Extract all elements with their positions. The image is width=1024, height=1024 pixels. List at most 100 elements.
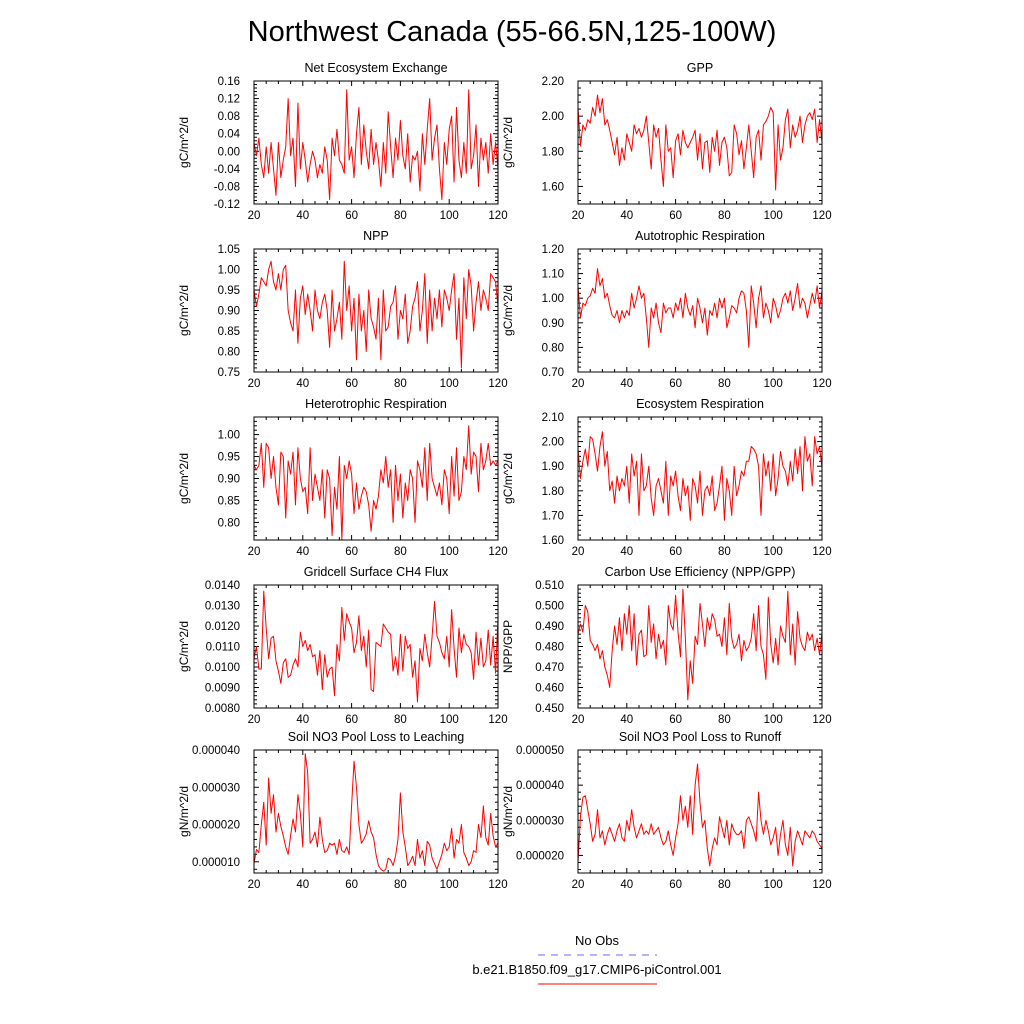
y-tick-label: 0.95 — [218, 285, 240, 297]
panel-title: Ecosystem Respiration — [636, 397, 764, 411]
y-tick-label: 1.00 — [218, 430, 240, 442]
x-tick-label: 100 — [764, 210, 783, 222]
x-tick-label: 80 — [394, 210, 407, 222]
y-tick-label: 0.16 — [218, 76, 240, 88]
y-tick-label: 0.0110 — [206, 642, 240, 654]
y-tick-label: 0.70 — [542, 367, 564, 379]
panel-2: GPP gC/m^2/d 20 40 60 80 100 120 1.60 1.80 2.00 2.2… — [501, 61, 832, 222]
x-tick-label: 40 — [620, 378, 633, 390]
x-tick-label: 120 — [488, 546, 507, 558]
legend: No Obs b.e21.B1850.f09_g17.CMIP6-piContr… — [472, 933, 722, 985]
panel-1: Net Ecosystem Exchange gC/m^2/d 20 40 60 80 10… — [177, 61, 508, 222]
x-tick-label: 80 — [718, 714, 731, 726]
y-tick-label: 1.70 — [542, 510, 564, 522]
x-tick-label: 20 — [248, 378, 261, 390]
x-tick-label: 80 — [394, 714, 407, 726]
y-tick-label: 0.95 — [218, 452, 240, 464]
y-tick-label: 0.0090 — [205, 683, 240, 695]
series-line — [577, 94, 823, 191]
x-tick-label: 20 — [248, 546, 261, 558]
x-tick-label: 120 — [812, 879, 831, 891]
y-axis-label: gC/m^2/d — [501, 453, 515, 504]
y-tick-label: 2.10 — [542, 412, 564, 424]
x-tick-label: 60 — [345, 378, 358, 390]
x-tick-label: 20 — [248, 879, 261, 891]
x-tick-label: 80 — [718, 210, 731, 222]
panel-10: Soil NO3 Pool Loss to Runoff gN/m^2/d 20 40… — [501, 730, 832, 891]
panel-4: Autotrophic Respiration gC/m^2/d 20 40 60 80 1… — [501, 229, 832, 390]
y-tick-label: 2.20 — [542, 76, 564, 88]
y-tick-label: 0.450 — [535, 703, 564, 715]
legend-obs-label: No Obs — [575, 933, 620, 948]
y-tick-label: 0.90 — [218, 474, 240, 486]
series-line — [253, 753, 499, 872]
series-line — [577, 588, 823, 701]
panel-7: Gridcell Surface CH4 Flux gC/m^2/d 20 40 60 8… — [177, 565, 508, 726]
y-tick-label: 0.04 — [218, 129, 241, 141]
series-line — [577, 763, 823, 867]
plot-frame — [577, 584, 823, 709]
x-tick-label: 80 — [718, 879, 731, 891]
x-tick-label: 60 — [669, 714, 682, 726]
x-tick-label: 80 — [718, 546, 731, 558]
panels-group: Net Ecosystem Exchange gC/m^2/d 20 40 60 80 10… — [177, 61, 832, 891]
plot-frame — [253, 248, 499, 373]
plot-frame — [253, 416, 499, 541]
plot-frame — [253, 749, 499, 874]
y-axis-label: gC/m^2/d — [501, 117, 515, 168]
x-tick-label: 100 — [440, 714, 459, 726]
y-axis-label: gC/m^2/d — [177, 621, 191, 672]
x-tick-label: 120 — [812, 378, 831, 390]
panel-6: Ecosystem Respiration gC/m^2/d 20 40 60 80 100… — [501, 397, 832, 558]
y-tick-label: 0.000010 — [192, 857, 240, 869]
panel-9: Soil NO3 Pool Loss to Leaching gN/m^2/d 20… — [177, 730, 508, 891]
y-tick-label: 0.0130 — [205, 601, 240, 613]
panel-title: Net Ecosystem Exchange — [304, 61, 447, 75]
y-tick-label: 0.80 — [542, 342, 564, 354]
y-tick-label: 1.00 — [218, 265, 240, 277]
panel-title: Carbon Use Efficiency (NPP/GPP) — [605, 565, 796, 579]
x-tick-label: 40 — [296, 879, 309, 891]
x-tick-label: 20 — [572, 378, 585, 390]
y-tick-label: 1.90 — [542, 461, 564, 473]
y-tick-label: -0.12 — [214, 199, 240, 211]
y-axis-label: gC/m^2/d — [501, 285, 515, 336]
y-tick-label: 0.000050 — [516, 745, 564, 757]
y-tick-label: 1.60 — [542, 535, 564, 547]
x-tick-label: 100 — [764, 546, 783, 558]
x-tick-label: 20 — [572, 546, 585, 558]
panel-8: Carbon Use Efficiency (NPP/GPP) NPP/GPP 20… — [501, 565, 832, 726]
y-tick-label: 0.460 — [535, 683, 564, 695]
x-tick-label: 100 — [440, 378, 459, 390]
x-tick-label: 100 — [440, 879, 459, 891]
y-tick-label: 0.000040 — [192, 745, 240, 757]
series-line — [253, 260, 499, 369]
y-tick-label: 0.500 — [535, 601, 564, 613]
y-tick-label: 0.000020 — [516, 850, 564, 862]
y-tick-label: 0.510 — [535, 580, 564, 592]
x-tick-label: 100 — [440, 210, 459, 222]
x-tick-label: 40 — [296, 210, 309, 222]
x-tick-label: 20 — [248, 714, 261, 726]
y-tick-label: 1.05 — [218, 244, 240, 256]
panel-title: GPP — [687, 61, 713, 75]
x-tick-label: 60 — [669, 378, 682, 390]
x-tick-label: 40 — [296, 378, 309, 390]
y-axis-label: gC/m^2/d — [177, 117, 191, 168]
x-tick-label: 60 — [345, 879, 358, 891]
x-tick-label: 60 — [345, 546, 358, 558]
y-tick-label: 0.0140 — [205, 580, 240, 592]
y-axis-label: gN/m^2/d — [177, 786, 191, 837]
y-tick-label: 0.85 — [218, 495, 240, 507]
x-tick-label: 60 — [345, 714, 358, 726]
y-tick-label: 0.08 — [218, 111, 240, 123]
plot-frame — [577, 80, 823, 205]
x-tick-label: 60 — [669, 210, 682, 222]
y-tick-label: 0.00 — [218, 146, 240, 158]
x-tick-label: 100 — [764, 714, 783, 726]
x-tick-label: 80 — [718, 378, 731, 390]
y-tick-label: 0.75 — [218, 367, 240, 379]
y-tick-label: 0.000030 — [192, 782, 240, 794]
x-tick-label: 120 — [488, 714, 507, 726]
y-axis-label: gC/m^2/d — [177, 285, 191, 336]
